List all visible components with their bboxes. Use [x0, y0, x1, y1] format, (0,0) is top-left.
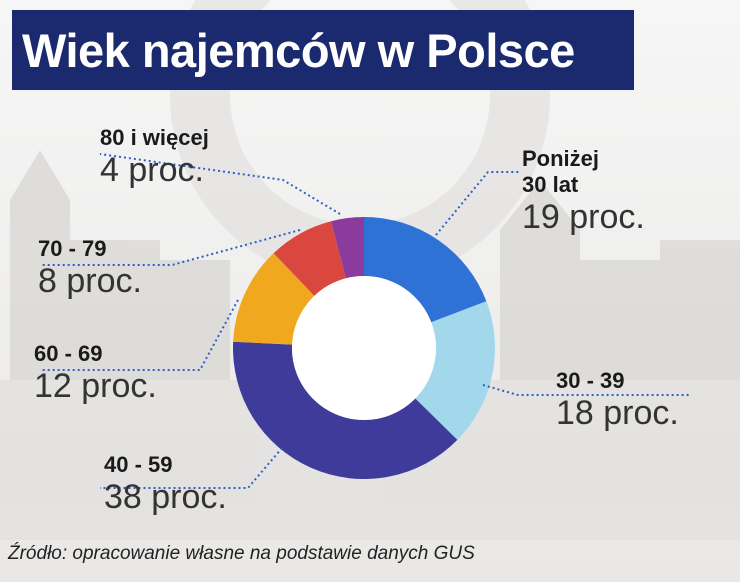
label-80-plus: 80 i więcej 4 proc.: [100, 125, 209, 189]
value-label: 12 proc.: [34, 367, 157, 405]
value-label: 8 proc.: [38, 262, 142, 300]
donut-slice-0: [364, 217, 487, 323]
leader-line-30-39: [482, 384, 690, 396]
category-label: Poniżej: [522, 146, 600, 171]
chart-title: Wiek najemców w Polsce: [22, 23, 575, 77]
source-note: Źródło: opracowanie własne na podstawie …: [8, 543, 475, 564]
donut-slice-3: [233, 253, 315, 345]
label-30-39: 30 - 39 18 proc.: [556, 368, 679, 432]
category-label: 60 - 69: [34, 341, 103, 366]
label-70-79: 70 - 79 8 proc.: [38, 236, 142, 300]
label-40-59: 40 - 59 38 proc.: [104, 452, 227, 516]
value-label: 4 proc.: [100, 151, 204, 189]
category-label: 80 i więcej: [100, 125, 209, 150]
donut-slice-5: [331, 217, 364, 279]
value-label: 19 proc.: [522, 198, 645, 236]
donut-hole: [292, 276, 436, 420]
donut-slice-2: [232, 341, 458, 480]
label-under30: Poniżej 30 lat 19 proc.: [522, 146, 645, 236]
leader-line-60-69: [40, 299, 239, 371]
label-60-69: 60 - 69 12 proc.: [34, 341, 157, 405]
category-label: 70 - 79: [38, 236, 107, 261]
category-label: 40 - 59: [104, 452, 173, 477]
donut-slice-1: [415, 301, 495, 440]
leader-line-70-79: [40, 229, 301, 266]
donut-slice-4: [273, 221, 346, 296]
value-label: 38 proc.: [104, 478, 227, 516]
leader-line-40-59: [100, 447, 283, 489]
leader-line-under30: [435, 171, 520, 236]
category-label: 30 - 39: [556, 368, 625, 393]
leader-line-80: [99, 153, 341, 215]
value-label: 18 proc.: [556, 394, 679, 432]
title-banner: Wiek najemców w Polsce: [12, 10, 634, 90]
category-label: 30 lat: [522, 172, 579, 197]
